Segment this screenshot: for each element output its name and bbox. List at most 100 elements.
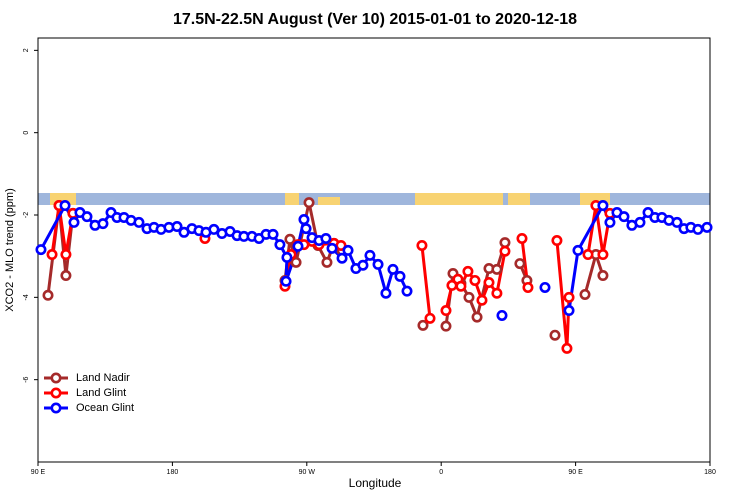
land-patch xyxy=(318,197,340,205)
point xyxy=(290,256,302,268)
point xyxy=(417,319,429,331)
land-patch xyxy=(508,193,530,205)
point xyxy=(336,252,348,264)
legend-marker xyxy=(50,372,62,384)
point xyxy=(561,342,573,354)
point xyxy=(292,240,304,252)
point xyxy=(496,309,508,321)
point xyxy=(60,249,72,261)
point xyxy=(81,211,93,223)
point xyxy=(597,249,609,261)
point xyxy=(372,258,384,270)
point xyxy=(68,216,80,228)
point xyxy=(59,200,71,212)
point xyxy=(469,274,481,286)
point xyxy=(300,223,312,235)
y-tick-label: 0 xyxy=(23,131,30,135)
point xyxy=(387,263,399,275)
plot-frame xyxy=(37,37,711,463)
chart-title: 17.5N-22.5N August (Ver 10) 2015-01-01 t… xyxy=(173,11,577,28)
legend-label: Land Glint xyxy=(76,387,126,399)
point xyxy=(671,216,683,228)
legend-label: Land Nadir xyxy=(76,372,130,384)
point xyxy=(133,216,145,228)
point xyxy=(455,280,467,292)
point xyxy=(380,287,392,299)
point xyxy=(579,288,591,300)
point xyxy=(476,294,488,306)
ocean-band xyxy=(38,193,710,205)
point xyxy=(491,287,503,299)
point xyxy=(491,263,503,275)
point xyxy=(701,221,713,233)
point xyxy=(357,259,369,271)
point xyxy=(274,239,286,251)
point xyxy=(284,233,296,245)
point xyxy=(440,320,452,332)
point xyxy=(321,256,333,268)
y-tick-label: -2 xyxy=(23,212,30,218)
point xyxy=(692,223,704,235)
land-patch xyxy=(415,193,503,205)
point xyxy=(364,249,376,261)
point xyxy=(97,218,109,230)
legend-marker xyxy=(50,402,62,414)
point xyxy=(326,242,338,254)
point xyxy=(46,249,58,261)
point xyxy=(401,285,413,297)
point xyxy=(208,223,220,235)
point xyxy=(320,232,332,244)
point xyxy=(298,214,310,226)
point xyxy=(416,239,428,251)
point xyxy=(303,197,315,209)
legend-marker xyxy=(50,387,62,399)
point xyxy=(597,270,609,282)
y-tick-label: -6 xyxy=(23,376,30,382)
x-tick-label: 0 xyxy=(439,469,443,476)
point xyxy=(424,312,436,324)
point xyxy=(634,216,646,228)
point xyxy=(471,311,483,323)
point xyxy=(463,291,475,303)
point xyxy=(572,244,584,256)
point xyxy=(549,329,561,341)
map-strip xyxy=(38,193,710,205)
point xyxy=(563,291,575,303)
x-tick-label: 90 E xyxy=(568,469,583,476)
point xyxy=(604,216,616,228)
x-axis-label: Longitude xyxy=(349,476,402,490)
point xyxy=(35,244,47,256)
point xyxy=(335,239,347,251)
point xyxy=(483,277,495,289)
point xyxy=(60,270,72,282)
point xyxy=(499,237,511,249)
point xyxy=(582,249,594,261)
y-tick-label: -4 xyxy=(23,294,30,300)
point xyxy=(171,221,183,233)
x-tick-label: 90 E xyxy=(31,469,46,476)
point xyxy=(499,245,511,257)
x-tick-label: 180 xyxy=(167,469,179,476)
point xyxy=(342,244,354,256)
point xyxy=(642,207,654,219)
point xyxy=(551,235,563,247)
point xyxy=(563,305,575,317)
point xyxy=(440,305,452,317)
legend-label: Ocean Glint xyxy=(76,402,134,414)
x-tick-label: 180 xyxy=(704,469,716,476)
point xyxy=(267,228,279,240)
point xyxy=(280,275,292,287)
x-tick-label: 90 W xyxy=(299,469,316,476)
y-axis-label: XCO2 - MLO trend (ppm) xyxy=(4,188,16,311)
point xyxy=(618,211,630,223)
point xyxy=(462,265,474,277)
point xyxy=(281,251,293,263)
land-patch xyxy=(285,193,299,205)
point xyxy=(394,270,406,282)
point xyxy=(597,200,609,212)
point xyxy=(516,232,528,244)
point xyxy=(42,289,54,301)
point xyxy=(539,281,551,293)
